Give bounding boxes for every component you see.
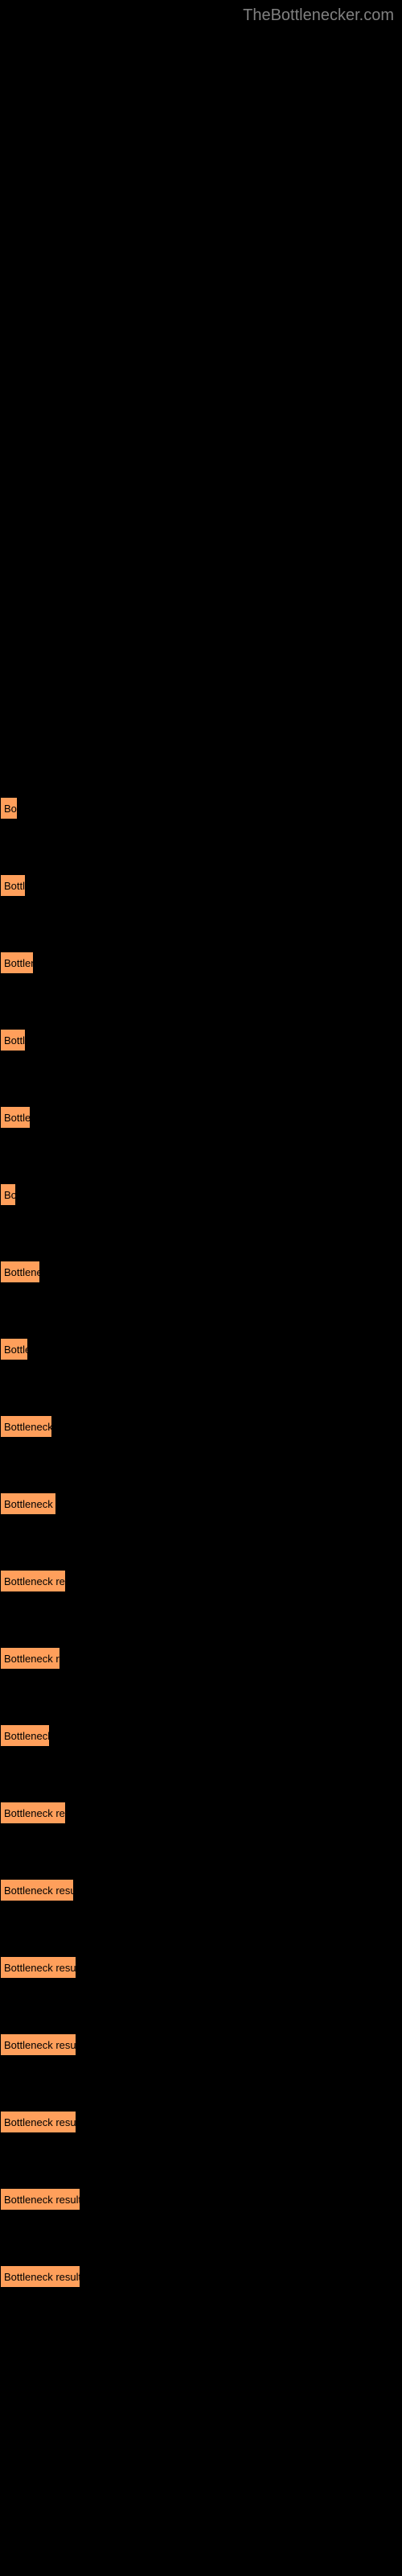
bar: Bottlen (0, 1106, 31, 1129)
bar: Bottleneck re (0, 1415, 52, 1438)
bar: Bottleneck result (0, 2033, 76, 2056)
bar-row: Bottleneck (0, 1261, 402, 1283)
bar: Bottleneck resu (0, 1647, 60, 1670)
bar: Bottle (0, 1338, 28, 1360)
bar: Bottleneck result (0, 1879, 74, 1901)
bar-row: Bottleneck re (0, 1415, 402, 1438)
bar-row: Bottleneck r (0, 1724, 402, 1747)
bar: Bottleneck result (0, 1570, 66, 1592)
bar: Bottleneck r (0, 1724, 50, 1747)
bar: Bottleneck result (0, 1956, 76, 1979)
bar: Bottleneck result (0, 2111, 76, 2133)
bar: Bo (0, 797, 18, 819)
bar-row: Bo (0, 1183, 402, 1206)
bar-row: Bottleneck result (0, 2265, 402, 2288)
bar: Bottleneck result (0, 1802, 66, 1824)
bar-row: Bottlen (0, 1106, 402, 1129)
bar-row: Bottlene (0, 952, 402, 974)
bar-row: Bo (0, 797, 402, 819)
bar-row: Bottleneck result (0, 1956, 402, 1979)
bar-row: Bottl (0, 1029, 402, 1051)
bar-row: Bottleneck result (0, 1570, 402, 1592)
bar: Bottleneck result (0, 2265, 80, 2288)
bar: Bottleneck result (0, 2188, 80, 2211)
bar: Bottlene (0, 952, 34, 974)
bar-row: Bottleneck result (0, 1879, 402, 1901)
bar-row: Bottle (0, 1338, 402, 1360)
bar-chart: Bo Bottl Bottlene Bottl Bottlen Bo Bottleneck B… (0, 797, 402, 2343)
bar: Bottl (0, 1029, 26, 1051)
bar: Bottleneck (0, 1261, 40, 1283)
bar: Bottleneck res (0, 1492, 56, 1515)
bar-row: Bottleneck result (0, 2033, 402, 2056)
bar-row: Bottleneck result (0, 2111, 402, 2133)
bar-row: Bottl (0, 874, 402, 897)
bar: Bottl (0, 874, 26, 897)
bar-row: Bottleneck resu (0, 1647, 402, 1670)
bar-row: Bottleneck result (0, 2188, 402, 2211)
bar: Bo (0, 1183, 16, 1206)
bar-row: Bottleneck result (0, 1802, 402, 1824)
watermark-text: TheBottlenecker.com (243, 6, 394, 25)
bar-row: Bottleneck res (0, 1492, 402, 1515)
